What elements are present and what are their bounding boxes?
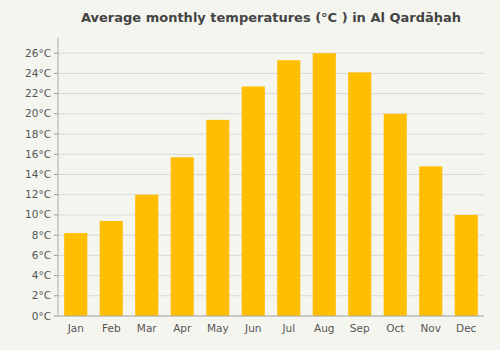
y-tick [54,174,58,175]
bar [64,233,87,316]
y-axis: 0°C 2°C 4°C 6°C 8°C 10°C 12°C 14°C 16°C 18°C 20°C 2… [25,38,58,322]
x-tick-label: Dec [456,322,477,334]
y-tick-label: 4°C [32,269,51,281]
bar [384,114,407,316]
bar [313,53,336,316]
y-tick-label: 26°C [25,47,51,59]
y-tick [54,255,58,256]
x-tick-label: Nov [421,322,442,334]
y-axis-line [58,38,59,316]
bar [206,120,229,316]
y-tick [54,194,58,195]
y-tick-label: 18°C [25,128,51,140]
x-tick-label: May [207,322,229,334]
background [0,0,500,350]
x-tick-label: Jul [281,322,295,334]
y-tick-label: 20°C [25,107,51,119]
x-tick-label: Jun [244,322,261,334]
y-tick-label: 2°C [32,289,51,301]
y-tick [54,295,58,296]
y-tick [54,113,58,114]
x-tick-label: Feb [102,322,121,334]
x-tick-label: Sep [350,322,370,334]
y-tick-label: 10°C [25,208,51,220]
y-tick [54,93,58,94]
x-axis: Jan Feb Mar Apr May Jun Jul Aug Sep Oct Nov Dec [58,316,484,334]
bar [419,166,442,316]
x-tick-label: Aug [314,322,335,334]
page: {"chart_data": {"type": "bar", "title": … [0,0,500,350]
y-tick [54,316,58,317]
x-axis-line [58,316,484,317]
bar [171,157,194,316]
grid-line [58,154,484,155]
y-tick-label: 8°C [32,229,51,241]
y-tick [54,235,58,236]
y-tick [54,134,58,135]
bars [64,53,478,316]
x-tick-label: Jan [67,322,84,334]
grid [58,53,484,316]
title: Average monthly temperatures (°C ) in Al… [81,10,461,25]
y-tick-label: 24°C [25,67,51,79]
bar [100,221,123,316]
grid-line [58,93,484,94]
y-tick [54,53,58,54]
y-tick-label: 16°C [25,148,51,160]
bar [135,195,158,316]
y-tick-label: 14°C [25,168,51,180]
bar [348,72,371,316]
chart-container: Average monthly temperatures (°C ) in Al… [0,0,500,350]
grid-line [58,134,484,135]
y-tick-label: 22°C [25,87,51,99]
y-tick-label: 12°C [25,188,51,200]
y-tick-label: 0°C [32,310,51,322]
y-tick [54,275,58,276]
x-tick-label: Apr [173,322,192,334]
y-tick-label: 6°C [32,249,51,261]
bar [455,215,478,316]
bar [242,87,265,316]
y-tick [54,154,58,155]
x-tick-label: Oct [386,322,404,334]
grid-line [58,73,484,74]
grid-line [58,316,484,317]
grid-line [58,113,484,114]
y-tick [54,214,58,215]
x-tick-label: Mar [137,322,157,334]
y-tick [54,73,58,74]
bar [277,60,300,316]
grid-line [58,53,484,54]
chart-svg: Average monthly temperatures (°C ) in Al… [0,0,500,350]
